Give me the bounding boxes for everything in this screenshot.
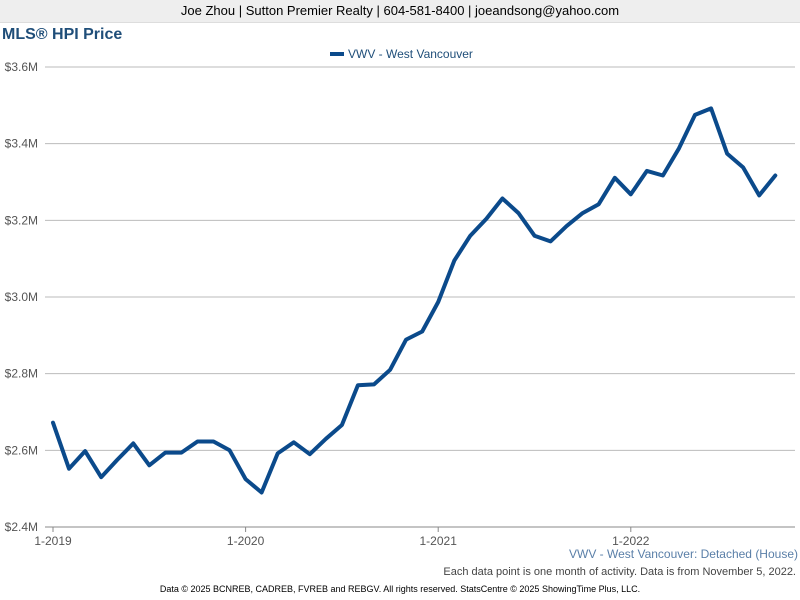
y-tick-label: $2.4M <box>5 520 38 534</box>
chart-legend: VWV - West Vancouver <box>330 46 473 62</box>
data-note: Each data point is one month of activity… <box>443 566 796 578</box>
x-axis-ticks: 1-2019 1-2020 1-2021 1-2022 <box>34 527 650 548</box>
legend-label: VWV - West Vancouver <box>348 47 473 61</box>
legend-swatch <box>330 52 344 56</box>
chart-title: MLS® HPI Price <box>2 26 123 43</box>
agent-contact-bar: Joe Zhou | Sutton Premier Realty | 604-5… <box>0 0 800 23</box>
x-tick-label: 1-2021 <box>420 534 458 548</box>
hpi-line-chart: $2.4M $2.6M $2.8M $3.0M $3.2M $3.4M $3.6M 1-20… <box>5 60 795 548</box>
y-tick-label: $3.0M <box>5 290 38 304</box>
copyright-notice: Data © 2025 BCNREB, CADREB, FVREB and RE… <box>159 584 641 594</box>
y-tick-label: $3.4M <box>5 137 38 151</box>
x-tick-label: 1-2020 <box>227 534 265 548</box>
series-line <box>51 106 778 495</box>
x-tick-label: 1-2022 <box>612 534 650 548</box>
x-tick-label: 1-2019 <box>34 534 72 548</box>
y-axis-ticks: $2.4M $2.6M $2.8M $3.0M $3.2M $3.4M $3.6M <box>5 60 38 534</box>
y-tick-label: $3.6M <box>5 60 38 74</box>
grid-lines <box>45 66 795 528</box>
series-layer <box>51 106 778 495</box>
y-tick-label: $2.6M <box>5 443 38 457</box>
y-tick-label: $3.2M <box>5 213 38 227</box>
y-tick-label: $2.8M <box>5 367 38 381</box>
chart-subtitle: VWV - West Vancouver: Detached (House) <box>569 547 798 561</box>
agent-contact-text: Joe Zhou | Sutton Premier Realty | 604-5… <box>180 3 620 18</box>
